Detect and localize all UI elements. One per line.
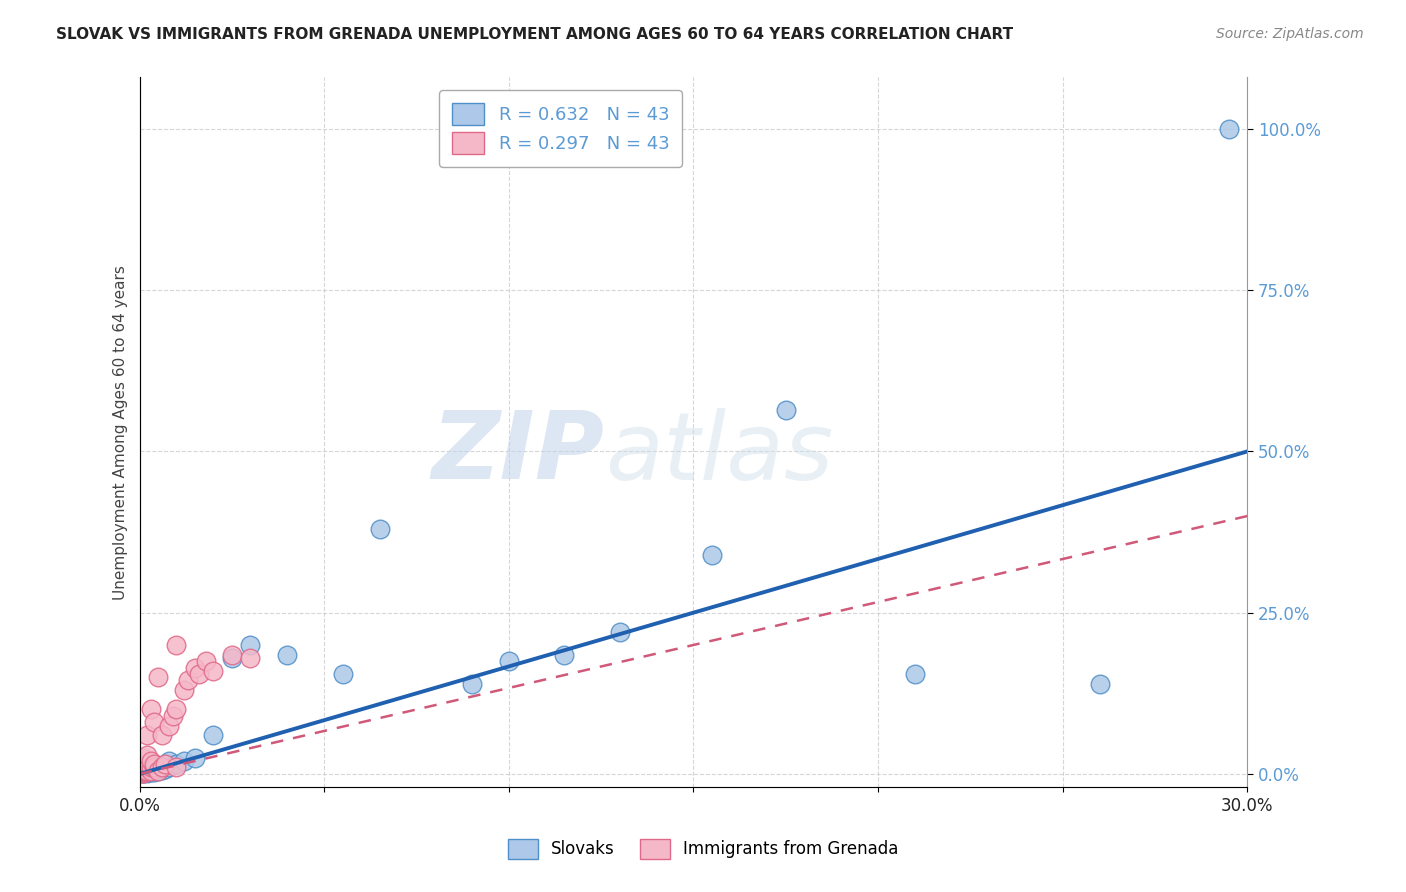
Point (498, 654, 520, 668)
Point (135, 747, 157, 762)
Point (239, 651, 262, 665)
Point (132, 754, 155, 768)
Point (173, 754, 195, 768)
Point (775, 402, 797, 417)
Point (195, 654, 218, 668)
Point (139, 702, 162, 716)
Text: Source: ZipAtlas.com: Source: ZipAtlas.com (1216, 27, 1364, 41)
Point (135, 762, 157, 776)
Point (135, 764, 157, 778)
Point (143, 757, 166, 772)
Point (143, 760, 166, 774)
Legend: R = 0.632   N = 43, R = 0.297   N = 43: R = 0.632 N = 43, R = 0.297 N = 43 (439, 90, 682, 167)
Point (132, 751, 155, 765)
Point (143, 760, 166, 774)
Point (461, 676, 484, 690)
Point (132, 760, 155, 774)
Point (146, 764, 169, 778)
Point (221, 648, 243, 662)
Point (132, 764, 155, 779)
Point (132, 765, 155, 780)
Point (176, 673, 198, 688)
Point (155, 757, 177, 772)
Point (157, 718, 180, 732)
Point (132, 763, 155, 777)
Point (700, 548, 723, 562)
Point (139, 763, 162, 777)
Point (132, 764, 155, 779)
Point (139, 754, 162, 768)
Point (166, 760, 188, 774)
Point (157, 754, 180, 768)
Point (332, 667, 354, 681)
Point (135, 764, 157, 779)
Point (904, 667, 927, 681)
Text: SLOVAK VS IMMIGRANTS FROM GRENADA UNEMPLOYMENT AMONG AGES 60 TO 64 YEARS CORRELA: SLOVAK VS IMMIGRANTS FROM GRENADA UNEMPL… (56, 27, 1014, 42)
Point (139, 760, 162, 774)
Point (609, 625, 631, 640)
Point (166, 757, 188, 772)
Y-axis label: Unemployment Among Ages 60 to 64 years: Unemployment Among Ages 60 to 64 years (114, 265, 128, 599)
Point (155, 762, 177, 776)
Point (132, 765, 155, 780)
Point (239, 638, 262, 652)
Point (143, 763, 166, 777)
Point (139, 764, 162, 779)
Point (184, 660, 207, 674)
Point (132, 762, 155, 776)
Point (143, 715, 166, 730)
Text: ZIP: ZIP (432, 408, 605, 500)
Point (276, 648, 298, 662)
Point (184, 751, 207, 765)
Point (143, 764, 166, 779)
Point (150, 728, 173, 742)
Point (150, 760, 173, 774)
Point (139, 764, 162, 778)
Point (132, 764, 155, 778)
Point (146, 764, 169, 778)
Point (135, 760, 157, 774)
Point (202, 664, 225, 678)
Point (1088, 676, 1111, 690)
Point (202, 728, 225, 742)
Legend: Slovaks, Immigrants from Grenada: Slovaks, Immigrants from Grenada (501, 832, 905, 866)
Point (132, 757, 155, 772)
Point (132, 764, 155, 778)
Point (132, 764, 155, 779)
Point (132, 759, 155, 773)
Point (155, 757, 177, 772)
Point (146, 670, 169, 684)
Point (139, 764, 162, 778)
Point (187, 667, 209, 681)
Point (135, 757, 157, 772)
Point (162, 709, 184, 723)
Point (139, 760, 162, 774)
Point (132, 766, 155, 780)
Text: atlas: atlas (605, 408, 832, 499)
Point (135, 765, 157, 780)
Point (150, 760, 173, 774)
Point (166, 638, 188, 652)
Point (146, 759, 169, 773)
Point (553, 648, 575, 662)
Point (166, 702, 188, 716)
Point (221, 651, 243, 665)
Point (132, 766, 155, 780)
Point (150, 763, 173, 777)
Point (135, 764, 157, 778)
Point (132, 764, 155, 779)
Point (368, 522, 391, 536)
Point (173, 683, 195, 698)
Point (157, 760, 180, 774)
Point (132, 763, 155, 777)
Point (1218, 122, 1240, 136)
Point (135, 728, 157, 742)
Point (146, 762, 169, 776)
